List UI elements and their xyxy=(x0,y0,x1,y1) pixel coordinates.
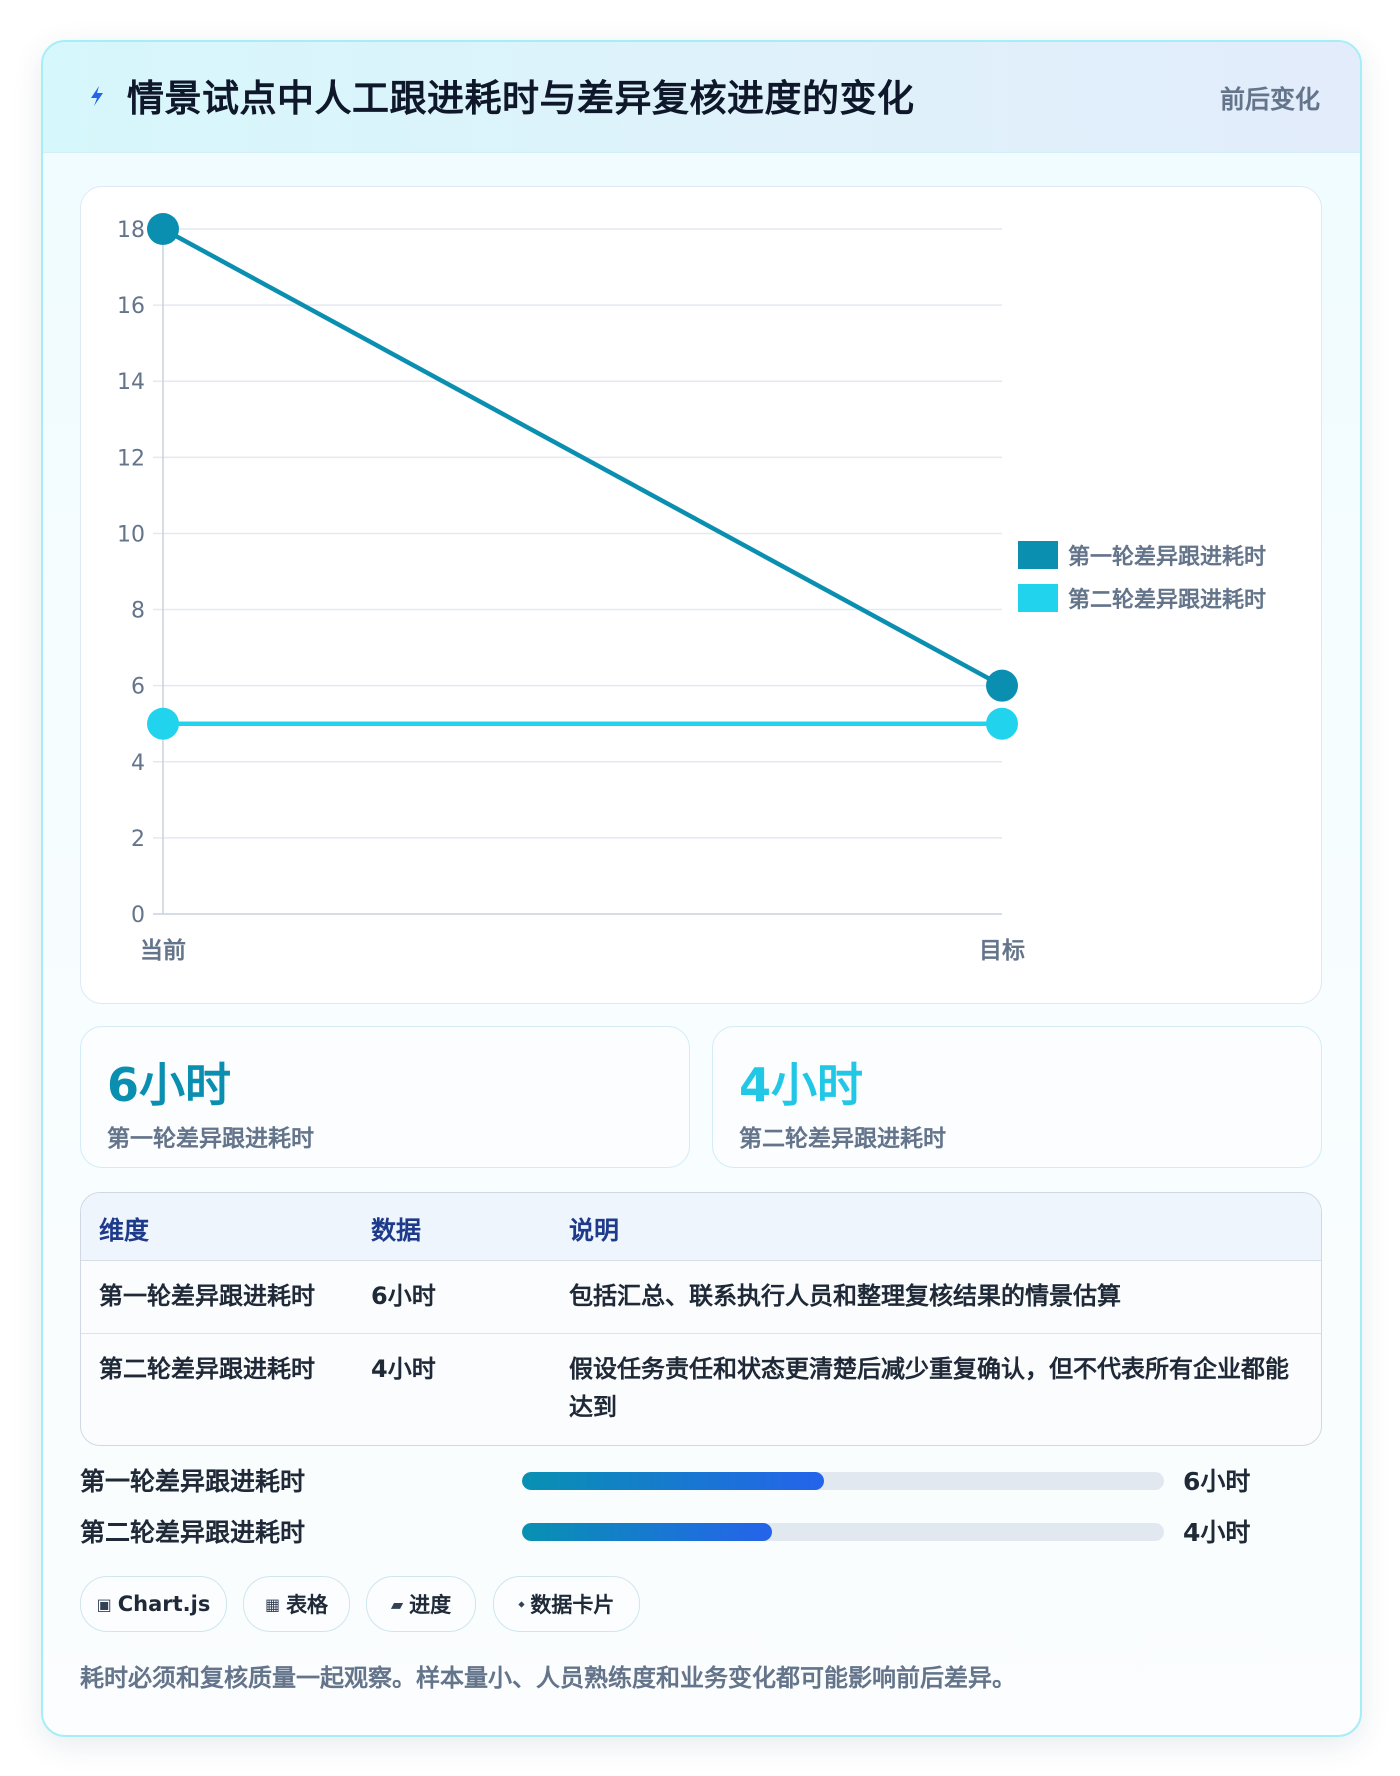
footnote: 耗时必须和复核质量一起观察。样本量小、人员熟练度和业务变化都可能影响前后差异。 xyxy=(80,1664,1016,1692)
table-cell-desc: 假设任务责任和状态更清楚后减少重复确认，但不代表所有企业都能达到 xyxy=(569,1355,1289,1421)
lightning-icon xyxy=(91,86,103,106)
data-point xyxy=(147,213,179,245)
table-row: 第一轮差异跟进耗时 6小时 包括汇总、联系执行人员和整理复核结果的情景估算 xyxy=(81,1261,1321,1333)
chart-box-icon: ▣ xyxy=(96,1594,112,1614)
page-title: 情景试点中人工跟进耗时与差异复核进度的变化 xyxy=(127,77,915,120)
table-cell-data: 6小时 xyxy=(371,1282,436,1310)
legend-swatch xyxy=(1018,584,1058,612)
chip-data-card[interactable]: ⬩ 数据卡片 xyxy=(493,1576,640,1632)
table-header-dimension: 维度 xyxy=(99,1216,150,1245)
diamond-icon: ⬩ xyxy=(518,1594,525,1613)
table-row: 第二轮差异跟进耗时 4小时 假设任务责任和状态更清楚后减少重复确认，但不代表所有… xyxy=(81,1334,1321,1444)
line-chart: 0 2 4 6 8 10 12 14 16 18 当前 目标 第一轮差异跟进耗时 第二轮差异跟进耗时 xyxy=(80,186,1322,1004)
data-point xyxy=(986,669,1018,702)
stat-card-2: 4小时 第二轮差异跟进耗时 xyxy=(712,1026,1322,1168)
header-tag: 前后变化 xyxy=(1219,85,1320,114)
chip-label: 进度 xyxy=(409,1593,452,1617)
table-cell-dimension: 第一轮差异跟进耗时 xyxy=(99,1282,315,1310)
progress-value: 4小时 xyxy=(1183,1518,1251,1547)
card-header: 情景试点中人工跟进耗时与差异复核进度的变化 前后变化 xyxy=(43,42,1360,153)
chip-chartjs[interactable]: ▣ Chart.js xyxy=(80,1576,227,1632)
progress-fill xyxy=(522,1523,773,1541)
y-tick-label: 12 xyxy=(117,446,145,471)
y-tick-label: 8 xyxy=(131,599,145,624)
legend-label: 第二轮差异跟进耗时 xyxy=(1068,587,1266,613)
chip-label: 数据卡片 xyxy=(530,1593,615,1617)
x-tick-label: 当前 xyxy=(140,937,186,964)
y-tick-label: 14 xyxy=(117,370,145,395)
data-point xyxy=(147,707,179,740)
stat-label: 第一轮差异跟进耗时 xyxy=(107,1126,314,1152)
y-tick-label: 10 xyxy=(117,522,145,547)
table-header-data: 数据 xyxy=(371,1216,422,1245)
y-tick-label: 2 xyxy=(131,827,145,852)
data-point xyxy=(986,707,1018,740)
chip-label: 表格 xyxy=(286,1593,329,1617)
table-cell-desc: 包括汇总、联系执行人员和整理复核结果的情景估算 xyxy=(569,1282,1121,1310)
table-icon: ▦ xyxy=(264,1594,281,1614)
progress-value: 6小时 xyxy=(1183,1467,1251,1496)
y-tick-label: 18 xyxy=(117,218,145,243)
table-cell-dimension: 第二轮差异跟进耗时 xyxy=(99,1355,315,1383)
stat-card-1: 6小时 第一轮差异跟进耗时 xyxy=(80,1026,690,1168)
progress-track xyxy=(522,1472,1164,1490)
progress-label: 第二轮差异跟进耗时 xyxy=(80,1518,306,1547)
progress-icon: ▰ xyxy=(390,1594,404,1614)
table-cell-data: 4小时 xyxy=(371,1355,436,1383)
chip-progress[interactable]: ▰ 进度 xyxy=(366,1576,476,1632)
series-line xyxy=(161,227,1004,688)
row-divider xyxy=(81,1333,1321,1334)
progress-label: 第一轮差异跟进耗时 xyxy=(80,1467,306,1496)
legend-label: 第一轮差异跟进耗时 xyxy=(1068,544,1266,570)
legend-swatch xyxy=(1018,541,1058,569)
y-tick-label: 6 xyxy=(131,675,145,700)
x-tick-label: 目标 xyxy=(979,938,1025,964)
y-tick-label: 4 xyxy=(131,751,145,776)
data-table: 维度 数据 说明 第一轮差异跟进耗时 6小时 包括汇总、联系执行人员和整理复核结… xyxy=(80,1192,1322,1446)
stat-value: 6小时 xyxy=(107,1058,232,1112)
y-tick-label: 16 xyxy=(117,294,145,319)
progress-fill xyxy=(522,1472,824,1490)
table-header: 维度 数据 说明 xyxy=(81,1193,1321,1261)
y-tick-label: 0 xyxy=(131,903,145,928)
chip-table[interactable]: ▦ 表格 xyxy=(243,1576,350,1632)
stat-value: 4小时 xyxy=(739,1058,864,1112)
progress-track xyxy=(522,1523,1164,1541)
chart-card: 情景试点中人工跟进耗时与差异复核进度的变化 前后变化 0 2 4 6 8 10 12 14 16… xyxy=(41,40,1362,1737)
stat-label: 第二轮差异跟进耗时 xyxy=(739,1126,946,1152)
table-header-desc: 说明 xyxy=(569,1216,620,1245)
chip-label: Chart.js xyxy=(117,1592,211,1616)
